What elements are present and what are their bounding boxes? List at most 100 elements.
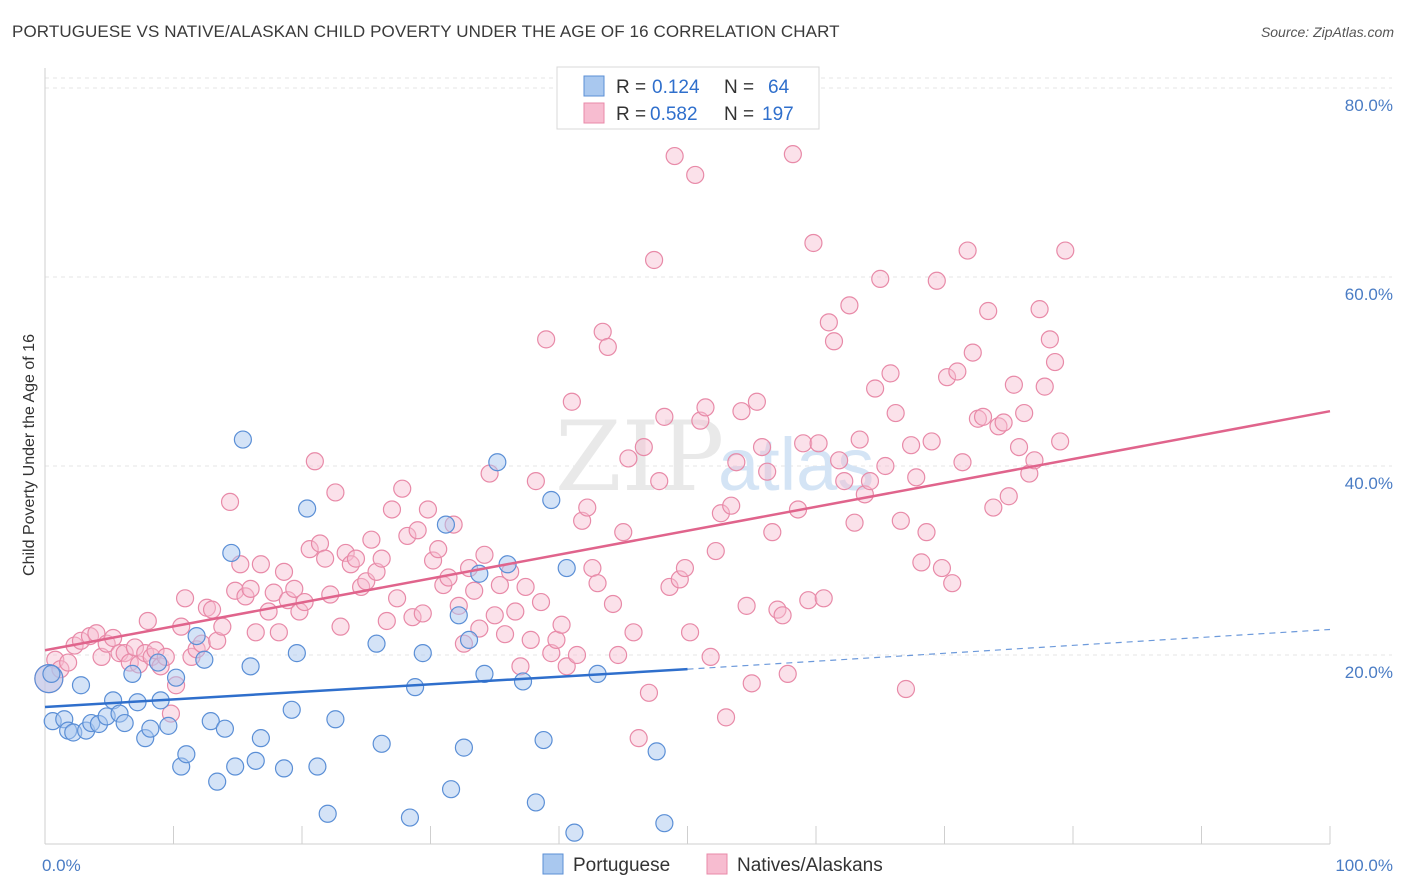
natives-point — [1015, 403, 1034, 423]
watermark-zip: ZIP — [555, 401, 724, 513]
natives-point — [901, 436, 921, 455]
natives-point — [866, 379, 885, 398]
natives-point — [578, 498, 597, 517]
natives-point — [251, 555, 270, 574]
portuguese-point — [308, 757, 327, 776]
natives-point — [891, 511, 910, 530]
natives-point — [752, 438, 772, 457]
natives-point — [871, 269, 890, 288]
natives-point — [680, 623, 700, 642]
natives-point — [999, 487, 1018, 506]
natives-point — [655, 407, 674, 426]
portuguese-point — [413, 644, 432, 663]
natives-point — [531, 592, 551, 612]
natives-point — [907, 468, 926, 487]
portuguese-point — [405, 678, 425, 697]
x-tick-labels: 0.0% 100.0% — [42, 856, 1393, 875]
portuguese-point — [115, 713, 134, 733]
natives-point — [372, 549, 391, 568]
natives-point — [1004, 375, 1023, 394]
natives-point — [241, 579, 260, 598]
natives-point — [495, 625, 515, 644]
natives-point — [943, 574, 962, 593]
natives-point — [737, 596, 756, 615]
portuguese-point — [400, 808, 420, 827]
natives-point — [1051, 432, 1070, 451]
natives-point — [465, 581, 484, 600]
natives-point — [475, 545, 494, 564]
portuguese-point — [148, 653, 168, 672]
legend-n-value-2: 197 — [762, 104, 794, 125]
natives-point — [716, 708, 736, 727]
natives-point — [809, 434, 828, 453]
portuguese-point — [557, 558, 576, 578]
natives-point — [778, 664, 797, 684]
natives-point — [711, 504, 731, 523]
natives-point — [226, 581, 245, 600]
natives-point — [562, 392, 581, 411]
portuguese-point — [526, 793, 545, 812]
natives-point — [1030, 300, 1049, 319]
natives-point — [138, 611, 157, 631]
portuguese-point — [233, 430, 252, 449]
portuguese-point — [282, 700, 301, 719]
natives-point — [1045, 352, 1065, 372]
natives-trend-line — [44, 409, 1331, 652]
natives-point — [274, 562, 294, 581]
natives-point — [660, 577, 679, 597]
natives-point — [213, 617, 232, 636]
natives-point — [552, 615, 571, 634]
y-tick-label: 80.0% — [1345, 96, 1393, 115]
natives-point — [634, 438, 653, 457]
natives-point — [346, 549, 366, 568]
natives-point — [516, 577, 535, 597]
natives-point — [860, 472, 880, 491]
natives-point — [175, 589, 195, 608]
natives-point — [732, 402, 751, 421]
natives-point — [418, 500, 438, 519]
y-tick-label: 60.0% — [1345, 285, 1393, 304]
natives-point — [583, 558, 602, 578]
portuguese-point — [71, 676, 91, 695]
natives-point — [490, 575, 509, 595]
natives-point — [300, 540, 319, 559]
natives-point — [413, 604, 432, 623]
legend-swatch-natives — [583, 102, 605, 124]
natives-point — [624, 623, 643, 642]
natives-point — [208, 631, 227, 650]
natives-point — [881, 364, 900, 383]
watermark: ZIP atlas — [555, 401, 874, 513]
y-tick-labels: 20.0% 40.0% 60.0% 80.0% — [1345, 96, 1393, 682]
natives-point — [799, 591, 818, 610]
portuguese-trend-line — [44, 667, 688, 709]
axes — [44, 68, 1331, 845]
x-tick-label-min: 0.0% — [42, 856, 81, 875]
natives-point — [814, 589, 833, 608]
y-axis-label: Child Poverty Under the Age of 16 — [21, 334, 38, 576]
portuguese-point — [208, 772, 227, 791]
natives-point — [259, 602, 278, 621]
legend-r-label-2: R = — [616, 104, 646, 125]
natives-point — [958, 241, 977, 260]
natives-point — [840, 296, 859, 315]
natives-point — [773, 606, 792, 625]
natives-point — [639, 683, 659, 702]
natives-point — [220, 492, 240, 512]
portuguese-trend-extension — [687, 628, 1331, 670]
natives-point — [470, 619, 489, 638]
natives-point — [953, 453, 972, 472]
natives-point — [629, 729, 648, 748]
natives-point — [603, 594, 623, 614]
portuguese-point — [159, 716, 178, 735]
bottom-legend-swatch-portuguese — [542, 853, 564, 875]
natives-point — [598, 337, 617, 357]
natives-point — [819, 313, 838, 332]
natives-point — [644, 250, 664, 270]
portuguese-point — [459, 630, 479, 649]
natives-point — [398, 526, 417, 546]
portuguese-point — [367, 634, 386, 653]
source-label: Source: ZipAtlas.com — [1260, 24, 1394, 40]
natives-point — [408, 521, 427, 540]
natives-point — [588, 574, 607, 593]
natives-point — [362, 530, 381, 549]
